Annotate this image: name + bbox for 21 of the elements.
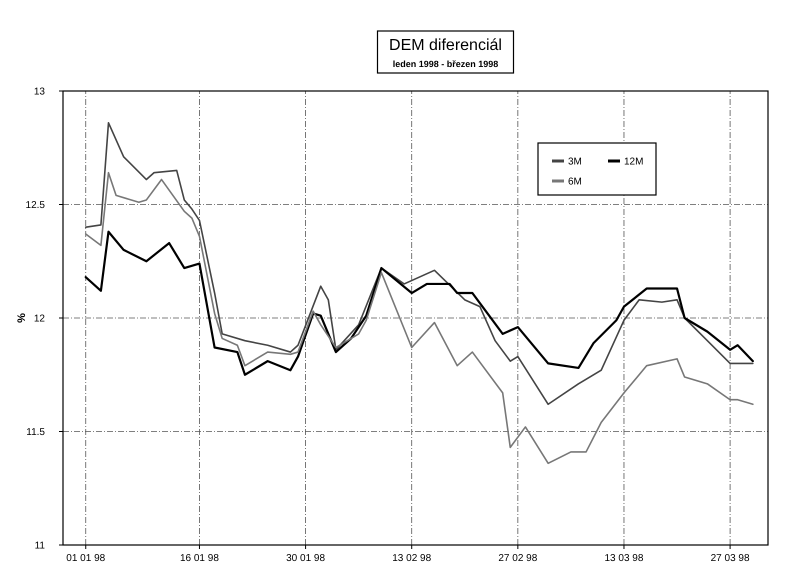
y-tick-label: 13 bbox=[34, 86, 46, 98]
line-series bbox=[84, 230, 754, 376]
x-tick-label: 13 02 98 bbox=[392, 553, 432, 564]
legend-label: 12M bbox=[624, 156, 644, 168]
line-series bbox=[84, 122, 754, 406]
y-tick-label: 11 bbox=[34, 540, 46, 552]
chart-title: DEM diferenciál bbox=[389, 37, 502, 54]
legend-label: 6M bbox=[568, 176, 582, 188]
x-tick-label: 13 03 98 bbox=[604, 553, 644, 564]
x-tick-label: 27 03 98 bbox=[710, 553, 750, 564]
x-tick-label: 27 02 98 bbox=[498, 553, 538, 564]
y-axis-title: % bbox=[16, 312, 28, 323]
chart-subtitle: leden 1998 - březen 1998 bbox=[392, 59, 498, 69]
y-tick-label: 12 bbox=[34, 314, 46, 324]
x-tick-label: 30 01 98 bbox=[286, 553, 326, 564]
y-tick-label: 12.5 bbox=[26, 200, 46, 211]
y-tick-label: 11.5 bbox=[26, 427, 46, 438]
x-tick-label: 01 01 98 bbox=[66, 553, 106, 564]
x-tick-label: 16 01 98 bbox=[180, 553, 220, 564]
legend-label: 3M bbox=[568, 156, 582, 168]
line-series bbox=[84, 172, 754, 464]
